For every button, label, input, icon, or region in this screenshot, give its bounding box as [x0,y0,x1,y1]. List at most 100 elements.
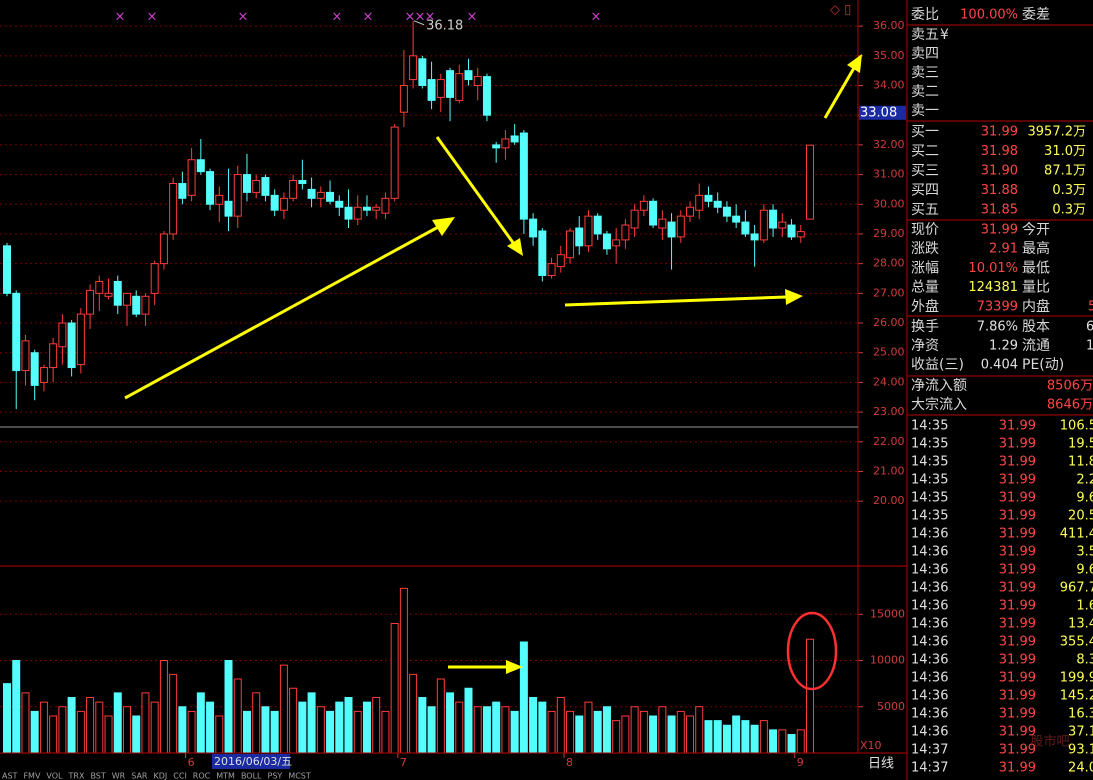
high-annotation: 36.18 [426,18,463,33]
panel-text: 14:35 [911,509,948,524]
volume-bar [298,701,307,754]
candle-body [196,159,205,173]
indicator-tab[interactable]: BST [90,772,105,780]
volume-bar [704,720,713,754]
candle-body [362,206,371,211]
panel-text: 14:35 [911,419,948,434]
candle-body [686,206,695,217]
volume-bar [335,701,344,754]
candle-body [630,209,639,229]
candle-body [298,180,307,184]
event-marker: × [415,10,426,25]
arrowhead [432,217,455,236]
volume-bar [741,720,750,754]
candle-body [741,221,750,235]
panel-text: 9.6 [1076,491,1093,506]
candle-body [639,200,648,211]
y-tick-label: 27.00 [873,286,905,299]
arrow [435,136,516,245]
y-tick-label: 15000 [870,607,905,620]
panel-text: 31.99 [999,689,1036,704]
volume-bar [464,687,473,754]
arrowhead [785,289,803,305]
panel-text: 1.6 [1076,599,1093,614]
y-tick-label: 25.00 [873,346,905,359]
panel-text: 8.3 [1076,653,1093,668]
indicator-tab[interactable]: MTM [216,772,235,780]
indicator-tab[interactable]: BOLL [241,772,262,780]
event-marker: × [147,10,158,25]
panel-text: 24.0 [1068,761,1093,776]
panel-text: 31.99 [999,707,1036,722]
volume-bar [316,706,325,754]
panel-text: 买五 [911,202,939,218]
indicator-tab[interactable]: SAR [131,772,148,780]
panel-text: 31.99 [999,599,1036,614]
panel-text: 卖三 [911,65,939,81]
volume-bar [58,706,67,754]
indicator-tab[interactable]: AST [2,772,18,780]
panel-text: 31.85 [981,203,1018,218]
panel-text: 8506万 [1047,379,1093,394]
candle-body [418,58,427,87]
indicator-tab[interactable]: VOL [46,772,63,780]
panel-text: 124381 [968,280,1018,295]
candle-body [233,174,242,217]
y-tick-label: 31.00 [873,168,905,181]
x-tick-label: 9 [797,756,804,769]
volume-bar [759,720,768,754]
indicator-tab[interactable]: KDJ [154,772,168,780]
panel-text: 0.3万 [1052,183,1086,198]
arrowhead [506,660,523,674]
volume-bar [86,697,95,754]
volume-bar [686,715,695,754]
volume-bar [215,715,224,754]
candle-body [270,194,279,211]
volume-bar [132,715,141,754]
cursor-price-box [859,105,906,120]
indicator-tab[interactable]: WR [112,772,126,780]
panel-text: 14:36 [911,707,948,722]
indicator-tab[interactable]: MCST [288,772,311,780]
volume-bar [224,660,233,754]
volume-bar [676,710,685,754]
candle-body [538,230,547,277]
volume-bar [3,683,11,754]
candle-body [169,182,178,235]
panel-text: 14:35 [911,455,948,470]
indicator-tab[interactable]: TRX [68,772,85,780]
volume-bar [630,706,639,754]
candle-body [21,340,30,372]
volume-bar [159,660,168,754]
indicator-tab[interactable]: CCI [173,772,187,780]
candle-body [113,280,122,306]
y-tick-label: 20.00 [873,494,905,507]
candle-body [676,215,685,238]
window-icons[interactable]: ◇ ▯ [830,3,851,18]
indicator-tab[interactable]: ROC [193,772,211,780]
panel-text: 14:36 [911,599,948,614]
panel-text: 1 [1086,339,1093,354]
candle-body [335,200,344,208]
panel-text: 净资 [911,338,939,354]
panel-text: 买一 [911,124,939,140]
volume-bar [732,715,741,754]
volume-bar [381,710,390,754]
indicator-tab[interactable]: PSY [268,772,283,780]
panel-text: 6 [1086,320,1093,335]
candle-body [446,70,455,98]
panel-text: 大宗流入 [911,397,967,413]
candle-body [584,215,593,247]
panel-text: 31.99 [999,617,1036,632]
panel-text: 73399 [977,299,1018,314]
panel-text: 100.00% [960,8,1018,23]
candle-body [464,70,473,81]
candle-body [159,233,168,265]
indicator-tab[interactable]: FMV [23,772,41,780]
candle-body [787,224,796,238]
volume-bar [510,710,519,754]
panel-text: 16.3 [1068,707,1093,722]
volume-bar [427,706,436,754]
volume-bar [233,678,242,754]
volume-bar [556,697,565,754]
